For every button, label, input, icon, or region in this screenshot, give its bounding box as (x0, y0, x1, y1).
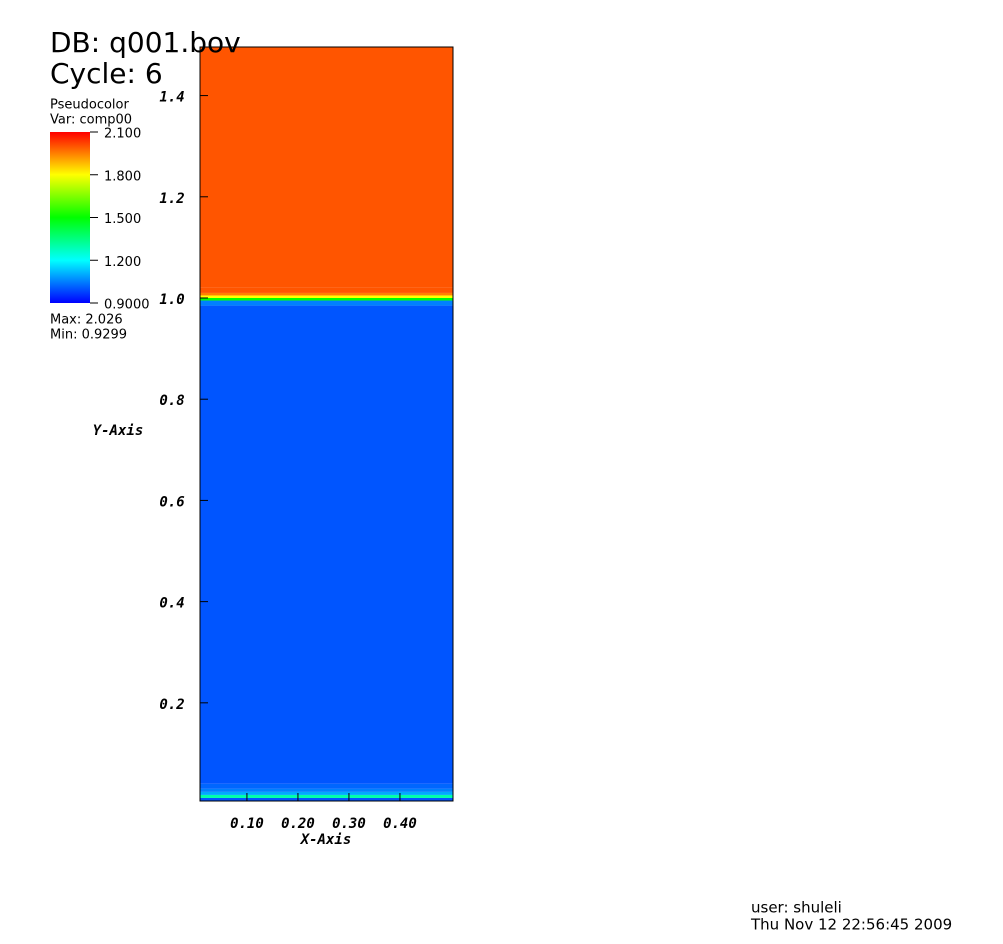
cell (200, 788, 453, 792)
cell (200, 47, 453, 288)
y-tick-label: 1.0 (159, 292, 184, 308)
x-tick-label: 0.40 (383, 816, 417, 832)
legend-var: Var: comp00 (50, 113, 132, 128)
legend-tick-label: 1.800 (104, 169, 141, 184)
legend-tick-label: 2.100 (104, 127, 141, 142)
user-label: user: shuleli (751, 899, 842, 917)
cell (200, 297, 453, 301)
cycle-label: Cycle: 6 (50, 57, 163, 90)
y-tick-label: 0.2 (159, 697, 184, 713)
y-tick-label: 0.8 (159, 393, 184, 409)
colorbar (50, 132, 90, 303)
cell (200, 797, 453, 801)
legend-max: Max: 2.026 (50, 313, 123, 328)
y-tick-label: 0.6 (159, 494, 184, 510)
x-tick-label: 0.10 (230, 816, 264, 832)
y-tick-label: 1.4 (159, 90, 184, 106)
plot-area (200, 47, 453, 801)
x-tick-label: 0.20 (281, 816, 315, 832)
legend-min: Min: 0.9299 (50, 328, 127, 343)
legend-tick-label: 0.9000 (104, 298, 150, 313)
date-label: Thu Nov 12 22:56:45 2009 (750, 916, 952, 934)
cell (200, 300, 453, 306)
x-tick-label: 0.30 (332, 816, 366, 832)
legend-title: Pseudocolor (50, 98, 129, 113)
cell (200, 287, 453, 293)
y-axis-title: Y-Axis (93, 423, 144, 439)
cell (200, 305, 453, 784)
x-axis-title: X-Axis (300, 832, 352, 848)
cell (200, 783, 453, 789)
cell (200, 791, 453, 795)
y-tick-label: 0.4 (159, 596, 184, 612)
y-tick-label: 1.2 (159, 191, 184, 207)
legend-tick-label: 1.500 (104, 212, 141, 227)
cell (200, 292, 453, 296)
cell (200, 794, 453, 798)
cell (200, 295, 453, 298)
db-label: DB: q001.bov (50, 26, 241, 59)
plot-frame (199, 46, 454, 802)
legend-tick-label: 1.200 (104, 255, 141, 270)
